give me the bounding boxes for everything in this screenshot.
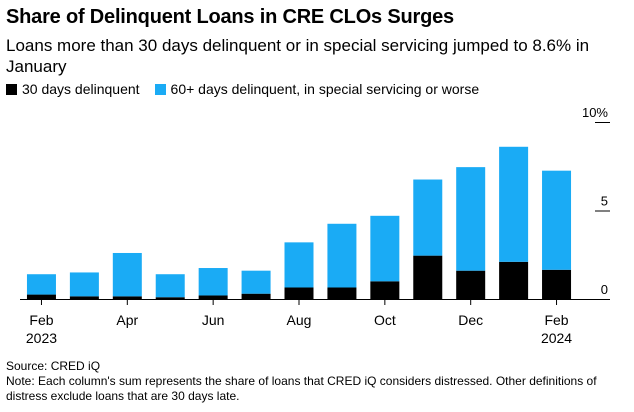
bar-30-days-3 [155, 297, 185, 299]
chart-title: Share of Delinquent Loans in CRE CLOs Su… [6, 6, 454, 28]
legend-swatch-30-days [6, 83, 17, 95]
bar-60-plus-days-12 [542, 170, 572, 270]
x-tick-label-5: Dec [458, 312, 483, 328]
legend-label-30-days: 30 days delinquent [22, 81, 140, 97]
legend-label-60-days: 60+ days delinquent, in special servicin… [170, 81, 480, 97]
bar-30-days-6 [284, 287, 314, 299]
bar-30-days-4 [198, 295, 228, 299]
note-text: Note: Each column's sum represents the s… [6, 374, 597, 403]
bar-30-days-8 [370, 281, 400, 299]
bar-60-plus-days-11 [499, 146, 529, 262]
bar-30-days-10 [456, 270, 486, 299]
bar-60-plus-days-4 [198, 268, 228, 296]
x-tick-label-6: Feb [544, 312, 568, 328]
bar-30-days-12 [542, 269, 572, 299]
bar-60-plus-days-7 [327, 223, 357, 288]
bar-60-plus-days-8 [370, 215, 400, 282]
x-tick-year-label-6: 2024 [541, 330, 572, 346]
x-tick-label-0: Feb [29, 312, 53, 328]
bar-60-plus-days-5 [241, 270, 271, 294]
x-tick-label-4: Oct [374, 312, 396, 328]
y-tick-label-2: 0 [601, 282, 608, 297]
bar-30-days-7 [327, 287, 357, 299]
bar-60-plus-days-3 [155, 274, 185, 298]
bar-60-plus-days-1 [69, 272, 99, 297]
bar-30-days-11 [499, 261, 529, 299]
x-tick-label-3: Aug [287, 312, 312, 328]
bar-30-days-1 [69, 296, 99, 299]
x-tick-label-2: Jun [202, 312, 225, 328]
bar-60-plus-days-2 [112, 252, 142, 297]
legend: 30 days delinquent 60+ days delinquent, … [6, 81, 494, 97]
bar-30-days-0 [26, 294, 56, 299]
legend-item-30-days: 30 days delinquent [6, 81, 140, 97]
bar-60-plus-days-0 [26, 274, 56, 295]
y-tick-label-1: 5 [601, 194, 608, 209]
x-tick-label-1: Apr [116, 312, 138, 328]
y-tick-label-0: 10% [582, 105, 608, 120]
x-tick-year-label-0: 2023 [26, 330, 57, 346]
bar-60-plus-days-9 [413, 179, 443, 256]
bar-30-days-2 [112, 296, 142, 299]
bar-60-plus-days-10 [456, 167, 486, 271]
chart-subtitle: Loans more than 30 days delinquent or in… [6, 36, 590, 76]
bar-60-plus-days-6 [284, 242, 314, 288]
bar-30-days-5 [241, 293, 271, 299]
bar-30-days-9 [413, 255, 443, 299]
legend-swatch-60-days [154, 83, 166, 95]
legend-item-60-days: 60+ days delinquent, in special servicin… [154, 81, 480, 97]
source-text: Source: CRED iQ [6, 359, 101, 373]
